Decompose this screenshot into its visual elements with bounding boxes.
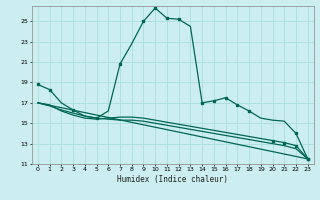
X-axis label: Humidex (Indice chaleur): Humidex (Indice chaleur) <box>117 175 228 184</box>
